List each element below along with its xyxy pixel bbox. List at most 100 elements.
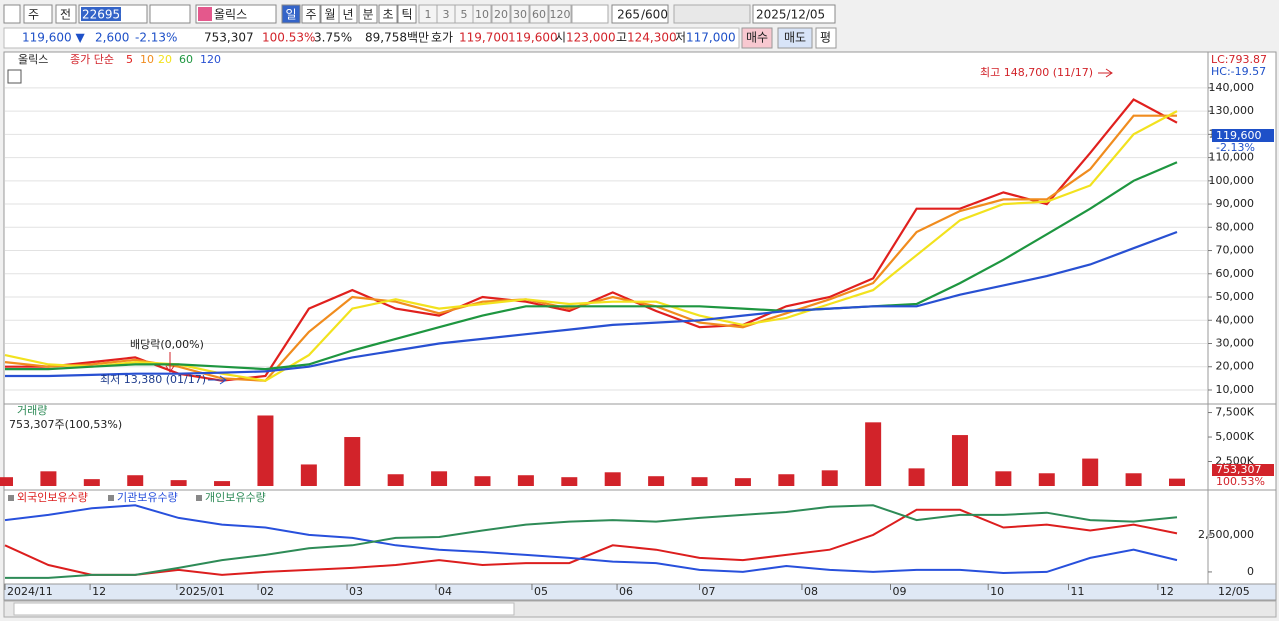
series-line: [5, 504, 1178, 579]
volume-bar: [1169, 478, 1185, 486]
interval-label: 3: [443, 8, 450, 21]
last-price: 119,600: [1216, 129, 1262, 142]
change: 2,600: [95, 31, 129, 45]
y-tick-label: 10,000: [1216, 383, 1255, 396]
sell-label: 매도: [784, 31, 806, 45]
scroll-thumb[interactable]: [13, 602, 515, 616]
quote-bar: [3, 27, 740, 49]
legend-swatch: [196, 495, 202, 501]
period-label: 틱: [401, 8, 412, 22]
period-button[interactable]: [338, 4, 358, 24]
annotation-arrow: [165, 352, 175, 373]
low-label: 저: [675, 31, 686, 45]
x-tick-label: 04: [438, 585, 452, 598]
calc-icon[interactable]: [7, 69, 22, 84]
chart-subtitle: 종가 단순: [70, 53, 114, 66]
period-button[interactable]: [397, 4, 417, 24]
volume-bar: [561, 477, 578, 486]
avg-button[interactable]: [815, 27, 837, 49]
buy-button[interactable]: [741, 27, 773, 49]
ask-label: 호가: [431, 31, 453, 45]
chart-title: 올릭스: [18, 53, 48, 66]
series-line: [4, 504, 1178, 575]
volume-bar: [300, 464, 317, 486]
x-tick-label: 12: [1160, 585, 1174, 598]
interval-button[interactable]: [548, 4, 572, 24]
interval-label: 120: [550, 8, 571, 21]
y-tick-label: 0: [1247, 565, 1254, 578]
date-box[interactable]: [752, 4, 836, 24]
period-label: 월: [324, 8, 335, 22]
series-line: [5, 161, 1178, 371]
interval-button[interactable]: [491, 4, 511, 24]
x-tick-label: 02: [260, 585, 274, 598]
count: 265: [617, 8, 640, 22]
type-select[interactable]: [23, 4, 53, 24]
lc-label: LC:793.87: [1211, 53, 1267, 66]
tool-buttons[interactable]: [673, 4, 751, 24]
stock-code: 226950: [82, 8, 128, 22]
x-tick-label: 10: [990, 585, 1004, 598]
x-tick-label: 11: [1070, 585, 1084, 598]
volume-bar: [821, 470, 838, 486]
volume-bar: [778, 474, 795, 486]
period-label: 주: [305, 8, 316, 22]
period-label: 일: [285, 8, 296, 22]
name-box[interactable]: [195, 4, 277, 24]
interval-label: 60: [532, 8, 546, 21]
x-axis-band: [3, 583, 1277, 601]
interval-select[interactable]: [571, 4, 609, 24]
sell-button[interactable]: [777, 27, 813, 49]
interval-button[interactable]: [510, 4, 530, 24]
y-tick-label: 130,000: [1209, 104, 1255, 117]
y-tick-label: 2,500,000: [1198, 528, 1254, 541]
period-button[interactable]: [301, 4, 321, 24]
search-button[interactable]: [149, 4, 191, 24]
x-tick-label: 09: [893, 585, 907, 598]
period-button[interactable]: [378, 4, 398, 24]
date: 2025/12/05: [756, 8, 825, 22]
interval-label: 5: [461, 8, 468, 21]
volume-bar: [127, 475, 144, 486]
interval-label: 1: [425, 8, 432, 21]
x-tick-label: 12: [92, 585, 106, 598]
y-tick-label: 100,000: [1209, 174, 1255, 187]
period-button[interactable]: [281, 4, 301, 24]
prev-button[interactable]: [55, 4, 77, 24]
code-highlight: [81, 7, 121, 21]
high-label: 고: [616, 31, 627, 45]
legend-entry: 20: [158, 53, 172, 66]
volume-bar: [344, 437, 361, 486]
y-tick-label: 90,000: [1216, 197, 1255, 210]
series-line: [4, 508, 1178, 576]
y-tick-label: 110,000: [1209, 151, 1255, 164]
open-label: 시: [555, 31, 566, 45]
x-end-label: 12/05: [1218, 585, 1250, 598]
x-tick-label: 07: [702, 585, 716, 598]
volume: 753,307: [204, 31, 254, 45]
period-button[interactable]: [358, 4, 378, 24]
period-label: 년: [342, 8, 353, 22]
interval-button[interactable]: [472, 4, 492, 24]
legend-entry: 10: [140, 53, 154, 66]
low: 117,000: [686, 31, 736, 45]
interval-button[interactable]: [529, 4, 549, 24]
y-tick-label: 140,000: [1209, 81, 1255, 94]
menu-button[interactable]: [3, 4, 21, 24]
volume-bar: [1125, 473, 1142, 486]
amount: 89,758백만: [365, 31, 429, 45]
volume-bar: [951, 435, 968, 486]
volume-ratio: 100.53%: [262, 31, 315, 45]
bid: 119,600: [508, 31, 558, 45]
count-box[interactable]: [611, 4, 669, 24]
volume-bar: [1082, 458, 1099, 486]
series-line: [4, 110, 1178, 382]
prev-label: 전: [60, 8, 71, 22]
y-tick-label: 70,000: [1216, 244, 1255, 257]
count-max: /600: [641, 8, 668, 22]
last-volume-ratio: 100.53%: [1216, 475, 1265, 488]
x-tick-label: 03: [349, 585, 363, 598]
volume-bar: [604, 472, 621, 486]
volume-bar: [214, 481, 231, 486]
